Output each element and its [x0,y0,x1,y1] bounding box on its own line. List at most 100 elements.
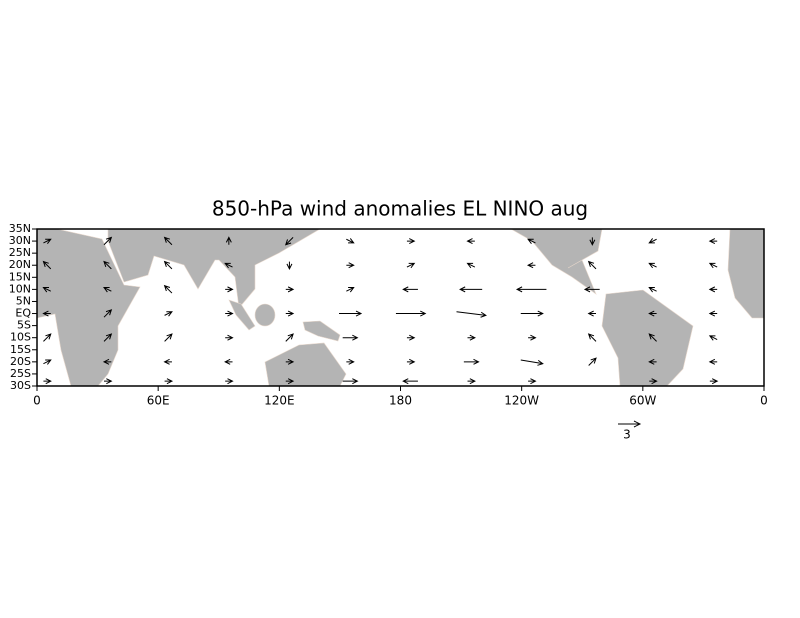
wind-arrow [466,262,476,269]
wind-arrow [459,286,483,293]
wind-arrow [402,286,418,293]
new-guinea [302,320,341,342]
wind-arrow [648,358,657,365]
wind-arrow [285,333,294,342]
x-tick-label: 0 [33,394,41,408]
wind-arrow [104,378,113,385]
y-tick-label: 20N [9,258,31,271]
wind-arrow [164,333,173,342]
wind-arrow [225,378,234,385]
wind-arrow [587,310,597,317]
wind-arrow [463,358,480,365]
wind-arrow [163,284,173,294]
y-tick-label: 30S [10,379,31,392]
wind-arrow [43,378,52,385]
wind-arrow [225,286,234,293]
wind-arrow [587,333,597,342]
south-america [601,289,694,386]
wind-arrow [342,378,359,385]
wind-arrow [649,378,658,385]
wind-arrow [406,262,416,269]
wind-arrow [224,262,233,269]
africa [37,229,141,386]
wind-arrow [102,358,112,365]
wind-arrow [588,357,597,366]
wind-arrow [648,310,657,317]
y-tick-label: 10S [10,331,31,344]
wind-arrow [342,334,359,341]
wind-arrow [709,378,719,385]
wind-arrow [406,334,416,341]
wind-arrow [164,378,174,385]
wind-arrow [225,334,234,341]
y-tick-label: 5N [16,294,31,307]
wind-arrow [225,310,234,317]
wind-arrow [43,238,52,245]
x-tick-label: 120E [264,394,295,408]
wind-arrow [339,310,363,317]
wind-arrow [103,260,112,270]
borneo [254,303,276,327]
wind-arrow [224,358,233,365]
wind-arrow [164,311,173,317]
wind-arrow [467,334,476,341]
y-tick-label: 30N [9,234,31,247]
wind-arrow [225,236,232,245]
wind-arrow [285,358,295,365]
x-tick-label: 180 [389,394,412,408]
reference-arrow-head [633,420,642,428]
x-tick-label: 60E [147,394,170,408]
wind-arrow [406,358,416,365]
y-tick-label: EQ [15,307,31,320]
wind-arrow [346,287,355,293]
map-title: 850-hPa wind anomalies EL NINO aug [212,197,588,221]
wind-arrow [42,260,52,270]
wind-arrow [520,310,544,317]
australia [264,342,347,386]
wind-arrow [527,238,536,245]
y-tick-label: 5S [17,319,31,332]
wind-arrow [583,286,600,293]
north-america [510,229,603,295]
sumatra [228,299,256,331]
west-africa [727,229,764,319]
wind-arrow [708,335,718,341]
wind-arrow [285,310,295,317]
asia [107,229,321,309]
wind-arrow [285,378,295,385]
wind-arrow [42,310,51,317]
wind-arrow [395,310,427,317]
wind-arrow [515,286,547,293]
wind-arrow [708,262,718,269]
wind-arrow [163,236,173,246]
y-tick-label: 10N [9,282,31,295]
wind-arrow [103,236,113,246]
y-tick-label: 35N [9,222,31,235]
wind-arrow [648,262,657,269]
wind-arrow [708,310,718,317]
wind-arrow [103,333,113,342]
wind-arrow [708,358,718,365]
wind-arrow [528,378,537,385]
wind-arrow [284,237,294,246]
wind-arrow [648,238,657,244]
wind-arrow [163,260,173,270]
wind-arrow [466,238,475,245]
wind-arrow [708,286,718,293]
wind-arrow [587,260,597,270]
y-tick-label: 20S [10,355,31,368]
land [37,229,764,386]
wind-arrow [346,358,355,365]
wind-arrow [520,359,544,366]
wind-arrow [648,287,657,293]
wind-arrow [346,238,355,244]
wind-arrow [43,333,52,342]
y-tick-label: 15S [10,343,31,356]
wind-arrow [103,309,113,318]
wind-arrow [589,237,596,246]
wind-arrow [163,358,172,365]
y-tick-label: 25S [10,367,31,380]
wind-arrow [528,334,537,341]
wind-arrow [456,311,487,318]
